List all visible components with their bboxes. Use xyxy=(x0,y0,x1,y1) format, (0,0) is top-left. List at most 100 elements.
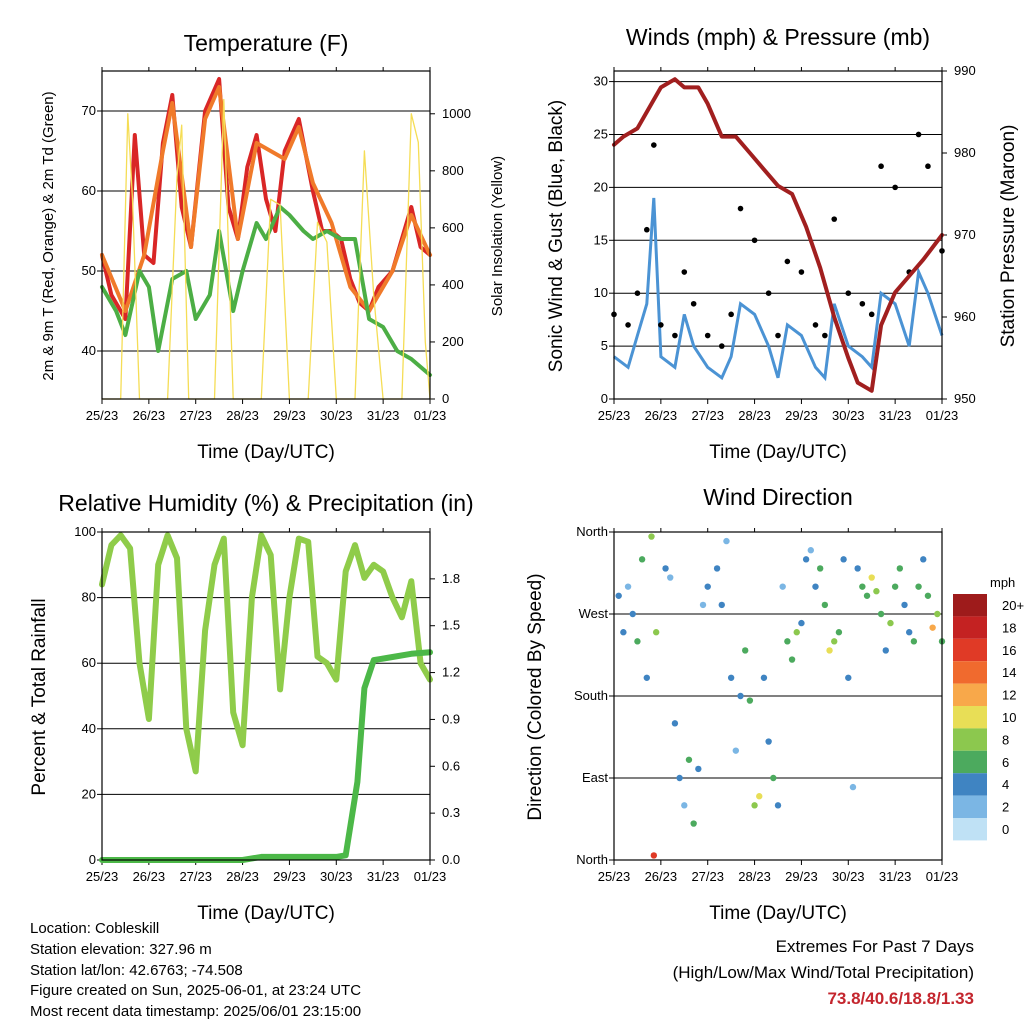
y-right-tick-label: 200 xyxy=(442,334,464,349)
direction-point xyxy=(699,601,707,609)
speed-colorbar: mph 20+ 18 16 14 12 10 8 6 4 2 0 xyxy=(953,575,1024,841)
x-tick-label: 28/23 xyxy=(226,869,259,884)
x-tick-label: 25/23 xyxy=(86,869,119,884)
colorbar-swatch xyxy=(953,795,987,818)
y-right-tick-label: 1.2 xyxy=(442,665,460,680)
wind-direction-title: Wind Direction xyxy=(703,484,853,510)
colorbar-swatch xyxy=(953,728,987,751)
y-right-tick-label: 1.5 xyxy=(442,618,460,633)
winds-ylabel-right: Station Pressure (Maroon) xyxy=(998,125,1019,348)
x-tick-label: 30/23 xyxy=(832,408,865,423)
y-right-tick-label: 0.9 xyxy=(442,711,460,726)
y-tick-label: 60 xyxy=(82,655,96,670)
x-tick-label: 28/23 xyxy=(738,408,771,423)
gust-point xyxy=(737,205,744,212)
x-tick-label: 31/23 xyxy=(879,408,912,423)
y-tick-label: 15 xyxy=(594,232,608,247)
colorbar-swatch xyxy=(953,683,987,706)
gust-point xyxy=(775,332,781,339)
direction-point xyxy=(765,738,772,745)
y-right-tick-label: 0.3 xyxy=(442,805,460,820)
station-info: Location: Cobleskill Station elevation: … xyxy=(30,919,361,1023)
direction-point xyxy=(732,747,740,754)
x-tick-label: 01/23 xyxy=(414,408,447,423)
y-right-tick-label: 1.8 xyxy=(442,571,460,586)
direction-point xyxy=(643,674,650,681)
gust-point xyxy=(845,290,852,296)
y-right-tick-label: 950 xyxy=(954,391,976,406)
direction-point xyxy=(877,610,885,618)
direction-point xyxy=(624,583,632,590)
direction-point xyxy=(774,802,782,809)
y-right-tick-label: 0 xyxy=(442,391,449,406)
colorbar-swatch xyxy=(953,616,987,639)
direction-point xyxy=(849,783,857,791)
extremes-subtitle: (High/Low/Max Wind/Total Precipitation) xyxy=(672,963,974,982)
wind-direction-xlabel: Time (Day/UTC) xyxy=(709,903,847,924)
humidity-title: Relative Humidity (%) & Precipitation (i… xyxy=(58,490,473,516)
direction-point xyxy=(821,601,829,609)
temperature-title: Temperature (F) xyxy=(184,30,349,56)
winds-ylabel: Sonic Wind & Gust (Blue, Black) xyxy=(546,100,567,372)
x-tick-label: 29/23 xyxy=(273,408,306,423)
station-latlon: Station lat/lon: 42.6763; -74.508 xyxy=(30,961,243,979)
gust-point xyxy=(690,300,697,307)
direction-point xyxy=(704,583,711,590)
direction-point xyxy=(760,674,768,681)
direction-point xyxy=(723,537,730,545)
direction-point xyxy=(802,556,810,563)
gust-point xyxy=(728,311,734,318)
gust-point xyxy=(822,332,828,339)
gust-point xyxy=(672,332,678,339)
colorbar-swatch xyxy=(953,638,987,662)
y-tick-label: 25 xyxy=(594,126,608,141)
plot-frame xyxy=(101,70,431,400)
plot-frame xyxy=(613,70,943,400)
station-elevation: Station elevation: 327.96 m xyxy=(30,940,212,958)
x-tick-label: 27/23 xyxy=(179,408,212,423)
wind-direction-ylabel: Direction (Colored By Speed) xyxy=(525,573,546,820)
x-tick-label: 28/23 xyxy=(226,408,259,423)
gust-point xyxy=(784,258,791,265)
x-tick-label: 25/23 xyxy=(598,408,631,423)
extremes-title: Extremes For Past 7 Days xyxy=(775,937,974,956)
y-tick-label: North xyxy=(576,524,608,539)
x-tick-label: 27/23 xyxy=(179,869,212,884)
x-tick-label: 31/23 xyxy=(879,869,912,884)
colorbar-label: 8 xyxy=(1002,732,1009,747)
colorbar-swatch xyxy=(953,750,987,774)
y-right-tick-label: 400 xyxy=(442,277,464,292)
direction-point xyxy=(868,574,875,581)
colorbar-swatch xyxy=(953,661,987,684)
x-tick-label: 30/23 xyxy=(320,869,353,884)
direction-point xyxy=(882,647,889,654)
x-tick-label: 31/23 xyxy=(367,408,400,423)
direction-point xyxy=(798,619,805,627)
direction-point xyxy=(770,774,777,782)
colorbar-label: 16 xyxy=(1002,643,1016,658)
y-tick-label: West xyxy=(579,606,609,621)
x-tick-label: 26/23 xyxy=(645,869,678,884)
direction-point xyxy=(667,574,674,581)
gust-point xyxy=(681,269,688,275)
direction-point xyxy=(873,588,880,595)
gust-point xyxy=(868,311,875,318)
colorbar-swatch xyxy=(953,594,987,617)
colorbar-label: 12 xyxy=(1002,688,1016,703)
colorbar-label: 14 xyxy=(1002,665,1016,680)
station-location: Location: Cobleskill xyxy=(30,920,160,937)
y-tick-label: 0 xyxy=(601,391,608,406)
direction-point xyxy=(695,765,702,773)
humidity-ylabel: Percent & Total Rainfall xyxy=(29,598,50,795)
colorbar-swatch xyxy=(953,706,987,729)
direction-point xyxy=(906,629,913,636)
gust-point xyxy=(651,142,657,148)
x-tick-label: 27/23 xyxy=(691,408,724,423)
direction-point xyxy=(685,756,693,763)
x-tick-label: 26/23 xyxy=(133,408,166,423)
y-tick-label: 70 xyxy=(82,103,96,118)
station-pressure-line xyxy=(612,77,944,393)
y-right-tick-label: 980 xyxy=(954,145,976,160)
gust-point xyxy=(798,269,805,275)
gust-point xyxy=(925,163,931,170)
